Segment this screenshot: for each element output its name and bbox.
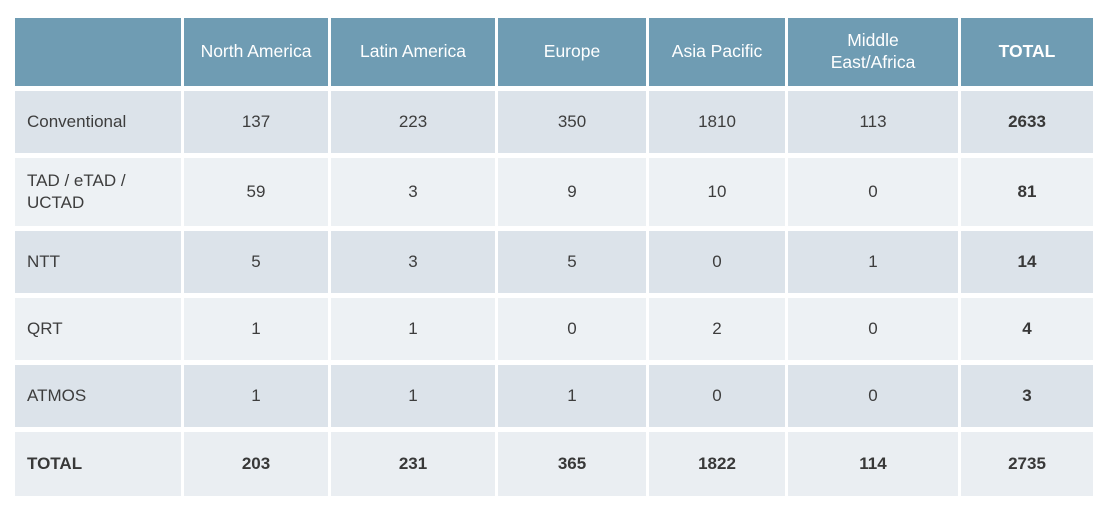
table-row-conventional: Conventional 137 223 350 1810 113 2633 [15, 91, 1093, 153]
row-label-atmos: ATMOS [15, 365, 181, 427]
table-cell: 59 [184, 158, 328, 226]
header-row: North America Latin America Europe Asia … [15, 18, 1093, 86]
table-cell-row-total: 2633 [961, 91, 1093, 153]
table-cell: 3 [331, 231, 495, 293]
table-row-tad-etad-uctad: TAD / eTAD / UCTAD 59 3 9 10 0 81 [15, 158, 1093, 226]
table-row-ntt: NTT 5 3 5 0 1 14 [15, 231, 1093, 293]
table-cell: 1 [788, 231, 958, 293]
table-cell: 0 [649, 231, 785, 293]
table-cell: 5 [184, 231, 328, 293]
table-cell: 1 [331, 298, 495, 360]
table-row-totals: TOTAL 203 231 365 1822 114 2735 [15, 432, 1093, 496]
row-label-tad-etad-uctad: TAD / eTAD / UCTAD [15, 158, 181, 226]
table-cell-grand-total: 2735 [961, 432, 1093, 496]
table-cell-column-total: 114 [788, 432, 958, 496]
table-cell: 0 [788, 158, 958, 226]
data-table: North America Latin America Europe Asia … [12, 13, 1096, 501]
table-cell: 0 [788, 298, 958, 360]
table-cell: 1 [184, 298, 328, 360]
table-cell: 137 [184, 91, 328, 153]
table-cell: 3 [331, 158, 495, 226]
table-cell: 10 [649, 158, 785, 226]
row-label-conventional: Conventional [15, 91, 181, 153]
row-label-total: TOTAL [15, 432, 181, 496]
table-cell-row-total: 3 [961, 365, 1093, 427]
column-header-middle-east-africa-label: Middle East/Africa [830, 30, 916, 72]
column-header-asia-pacific: Asia Pacific [649, 18, 785, 86]
table-cell: 1810 [649, 91, 785, 153]
column-header-total: TOTAL [961, 18, 1093, 86]
row-label-ntt: NTT [15, 231, 181, 293]
column-header-latin-america: Latin America [331, 18, 495, 86]
table-header: North America Latin America Europe Asia … [15, 18, 1093, 86]
table-cell-column-total: 231 [331, 432, 495, 496]
table-cell: 5 [498, 231, 646, 293]
table-cell: 0 [498, 298, 646, 360]
row-label-qrt: QRT [15, 298, 181, 360]
column-header-europe: Europe [498, 18, 646, 86]
table-cell-row-total: 4 [961, 298, 1093, 360]
table-cell-row-total: 14 [961, 231, 1093, 293]
table-cell: 350 [498, 91, 646, 153]
table-cell: 1 [184, 365, 328, 427]
table-cell-column-total: 1822 [649, 432, 785, 496]
table-cell-column-total: 365 [498, 432, 646, 496]
table-row-atmos: ATMOS 1 1 1 0 0 3 [15, 365, 1093, 427]
table-cell: 113 [788, 91, 958, 153]
table-body: Conventional 137 223 350 1810 113 2633 T… [15, 91, 1093, 496]
table-cell: 223 [331, 91, 495, 153]
column-header-blank [15, 18, 181, 86]
table-cell: 2 [649, 298, 785, 360]
table-cell: 9 [498, 158, 646, 226]
table-cell-row-total: 81 [961, 158, 1093, 226]
table-cell-column-total: 203 [184, 432, 328, 496]
column-header-north-america: North America [184, 18, 328, 86]
column-header-middle-east-africa: Middle East/Africa [788, 18, 958, 86]
table-cell: 0 [649, 365, 785, 427]
table-cell: 1 [498, 365, 646, 427]
table-row-qrt: QRT 1 1 0 2 0 4 [15, 298, 1093, 360]
table-cell: 0 [788, 365, 958, 427]
table-cell: 1 [331, 365, 495, 427]
